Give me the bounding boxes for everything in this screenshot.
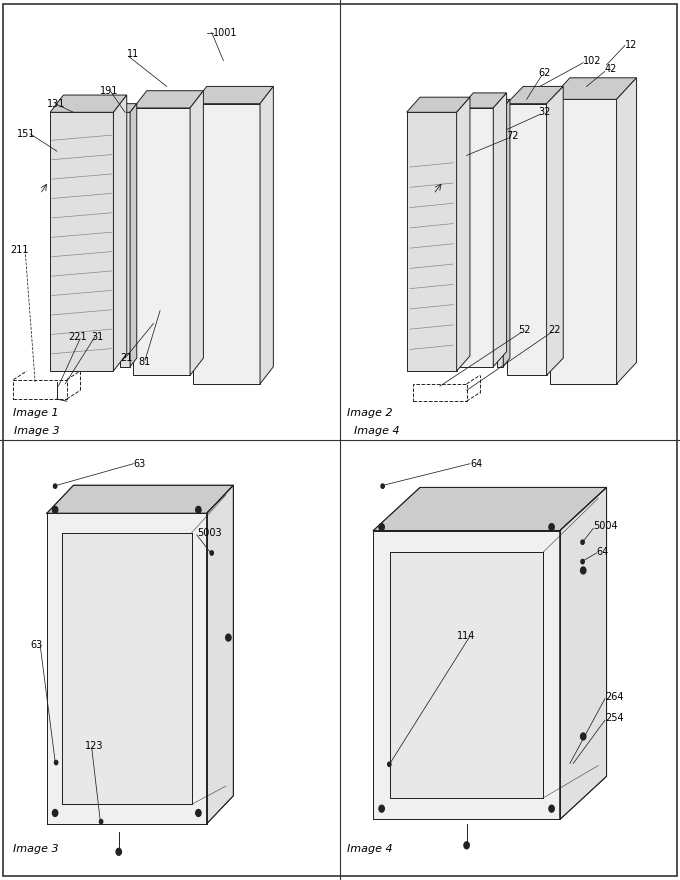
Polygon shape xyxy=(133,108,190,375)
Polygon shape xyxy=(207,485,233,824)
Polygon shape xyxy=(50,95,126,113)
Polygon shape xyxy=(190,91,203,375)
Circle shape xyxy=(210,551,214,555)
Text: Image 1: Image 1 xyxy=(14,408,59,418)
Text: 81: 81 xyxy=(139,357,151,367)
Circle shape xyxy=(52,506,58,513)
Polygon shape xyxy=(550,77,636,99)
Circle shape xyxy=(581,733,586,740)
Polygon shape xyxy=(260,86,273,384)
Polygon shape xyxy=(460,108,493,367)
Text: 123: 123 xyxy=(85,741,103,752)
Polygon shape xyxy=(47,485,233,513)
Text: 32: 32 xyxy=(539,107,551,117)
Polygon shape xyxy=(390,552,543,798)
Text: 12: 12 xyxy=(625,40,637,50)
Text: Image 3: Image 3 xyxy=(14,844,59,854)
Text: 72: 72 xyxy=(507,131,519,141)
Circle shape xyxy=(226,634,231,641)
Circle shape xyxy=(549,805,554,812)
Circle shape xyxy=(549,524,554,531)
Text: Image 4: Image 4 xyxy=(354,426,399,436)
Polygon shape xyxy=(496,108,503,367)
Polygon shape xyxy=(460,93,507,108)
Polygon shape xyxy=(407,97,470,113)
Polygon shape xyxy=(62,532,192,804)
Text: 114: 114 xyxy=(457,631,475,642)
Text: 63: 63 xyxy=(133,458,146,469)
Polygon shape xyxy=(507,104,547,375)
Text: 264: 264 xyxy=(605,692,624,701)
Polygon shape xyxy=(547,86,563,375)
Circle shape xyxy=(379,524,384,531)
Text: 5003: 5003 xyxy=(197,528,222,538)
Polygon shape xyxy=(50,113,114,371)
Circle shape xyxy=(99,819,103,824)
Text: 21: 21 xyxy=(120,353,133,363)
Text: 102: 102 xyxy=(583,55,602,65)
Polygon shape xyxy=(550,99,617,384)
Polygon shape xyxy=(457,97,470,371)
Circle shape xyxy=(54,484,56,488)
Text: 64: 64 xyxy=(596,547,609,557)
Polygon shape xyxy=(560,488,607,819)
Polygon shape xyxy=(373,488,607,531)
Polygon shape xyxy=(617,77,636,384)
Polygon shape xyxy=(114,95,126,371)
Circle shape xyxy=(464,842,469,849)
Text: 211: 211 xyxy=(10,246,29,255)
Circle shape xyxy=(581,567,586,574)
Text: 1001: 1001 xyxy=(214,27,238,38)
Circle shape xyxy=(54,760,58,765)
Circle shape xyxy=(116,848,122,855)
Circle shape xyxy=(581,540,584,545)
Text: 11: 11 xyxy=(126,49,139,59)
Polygon shape xyxy=(507,86,563,104)
Text: 64: 64 xyxy=(470,458,482,469)
Text: 131: 131 xyxy=(47,99,65,108)
Polygon shape xyxy=(133,91,203,108)
Polygon shape xyxy=(503,99,510,367)
Polygon shape xyxy=(193,86,273,104)
Text: 22: 22 xyxy=(548,325,561,335)
Text: Image 2: Image 2 xyxy=(347,408,392,418)
Circle shape xyxy=(52,810,58,817)
Text: 62: 62 xyxy=(539,69,551,78)
Polygon shape xyxy=(496,99,510,108)
Polygon shape xyxy=(120,104,137,113)
Polygon shape xyxy=(373,531,560,819)
Polygon shape xyxy=(130,104,137,367)
Text: 151: 151 xyxy=(17,128,35,139)
Polygon shape xyxy=(193,104,260,384)
Text: 63: 63 xyxy=(30,640,42,649)
Text: 42: 42 xyxy=(605,64,617,74)
Circle shape xyxy=(196,506,201,513)
Circle shape xyxy=(379,805,384,812)
Text: 5004: 5004 xyxy=(593,521,618,532)
Polygon shape xyxy=(47,513,207,824)
Text: 191: 191 xyxy=(100,85,118,96)
Circle shape xyxy=(381,484,384,488)
Text: 31: 31 xyxy=(92,332,104,341)
Text: 254: 254 xyxy=(605,713,624,723)
Text: 221: 221 xyxy=(69,332,87,341)
Text: Image 3: Image 3 xyxy=(14,426,59,436)
Circle shape xyxy=(388,762,391,766)
Circle shape xyxy=(196,810,201,817)
Text: Image 4: Image 4 xyxy=(347,844,392,854)
Circle shape xyxy=(581,560,584,564)
Text: 52: 52 xyxy=(518,325,531,335)
Polygon shape xyxy=(407,113,457,371)
Polygon shape xyxy=(493,93,507,367)
Polygon shape xyxy=(120,113,130,367)
